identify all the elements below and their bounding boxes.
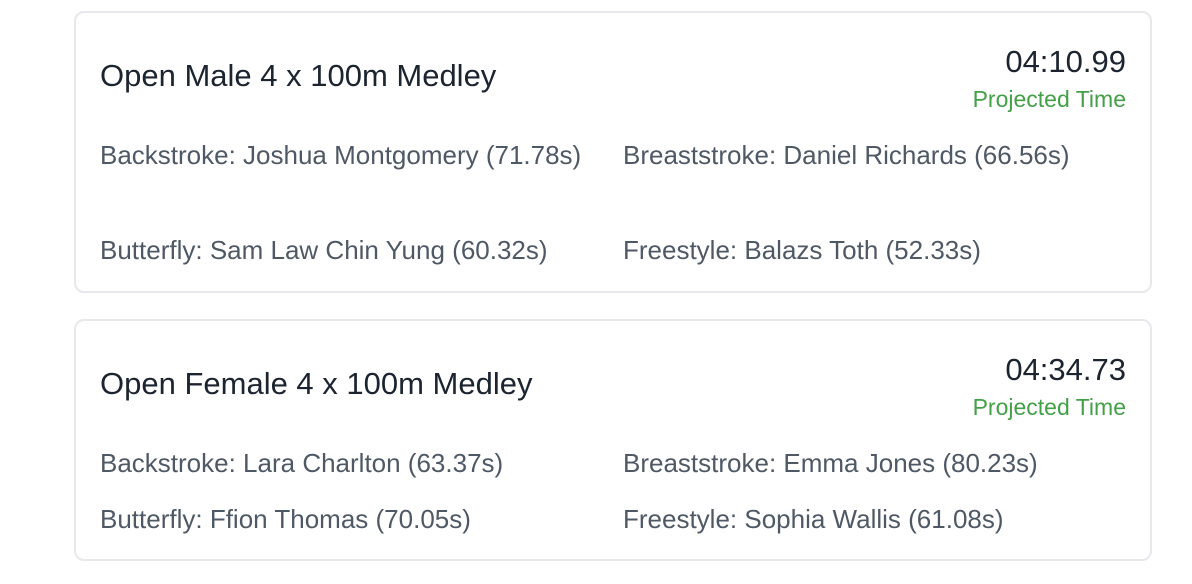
- projected-time-label: Projected Time: [972, 86, 1126, 112]
- leg-backstroke: Backstroke: Joshua Montgomery (71.78s): [100, 140, 582, 170]
- relay-card-open-female: Open Female 4 x 100m Medley 04:34.73 Pro…: [74, 319, 1152, 561]
- leg-butterfly: Butterfly: Ffion Thomas (70.05s): [100, 504, 471, 534]
- leg-breaststroke: Breaststroke: Emma Jones (80.23s): [623, 448, 1038, 478]
- leg-breaststroke: Breaststroke: Daniel Richards (66.56s): [623, 140, 1070, 170]
- leg-butterfly: Butterfly: Sam Law Chin Yung (60.32s): [100, 235, 548, 265]
- projected-time-label: Projected Time: [972, 394, 1126, 420]
- projected-time-block: 04:34.73 Projected Time: [973, 351, 1126, 421]
- projected-time-block: 04:10.99 Projected Time: [973, 43, 1126, 113]
- relay-title: Open Female 4 x 100m Medley: [100, 366, 533, 401]
- leg-freestyle: Freestyle: Balazs Toth (52.33s): [623, 235, 981, 265]
- projected-time-value: 04:34.73: [1005, 352, 1126, 387]
- relay-card-open-male: Open Male 4 x 100m Medley 04:10.99 Proje…: [74, 11, 1152, 293]
- leg-backstroke: Backstroke: Lara Charlton (63.37s): [100, 448, 504, 478]
- leg-freestyle: Freestyle: Sophia Wallis (61.08s): [623, 504, 1004, 534]
- projected-time-value: 04:10.99: [1005, 44, 1126, 79]
- relay-title: Open Male 4 x 100m Medley: [100, 58, 497, 93]
